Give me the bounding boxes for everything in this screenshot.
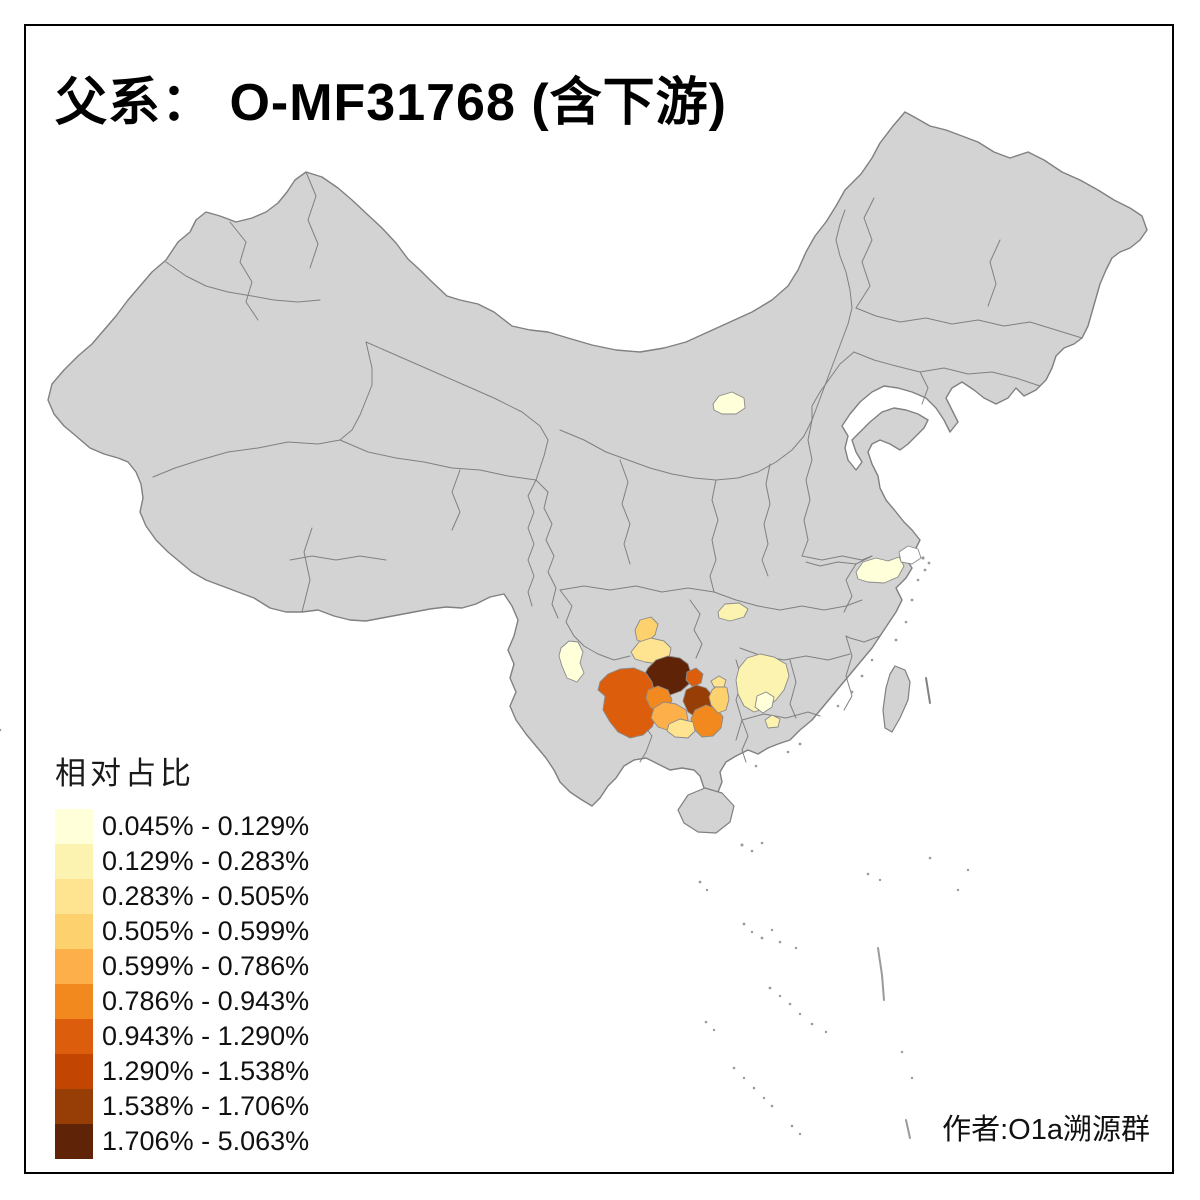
region-north-hunan-patch [717, 602, 749, 622]
region-northeast-of-darkest [685, 667, 704, 688]
legend-label: 0.045% - 0.129% [102, 811, 310, 841]
region-south-hunan-lobe [754, 691, 775, 714]
legend-label: 0.283% - 0.505% [102, 881, 310, 911]
legend-row-8: 1.290% - 1.538% [55, 1054, 309, 1089]
legend-swatch [55, 1089, 93, 1124]
legend-label: 1.538% - 1.706% [102, 1091, 310, 1121]
region-west-yunnan-patch [558, 640, 585, 683]
legend-label: 1.290% - 1.538% [102, 1056, 310, 1086]
legend-swatch [55, 914, 93, 949]
legend-row-9: 1.538% - 1.706% [55, 1089, 309, 1124]
legend: 相对占比 0.045% - 0.129% 0.129% - 0.283% 0.283… [55, 748, 309, 1159]
legend-row-5: 0.599% - 0.786% [55, 949, 309, 984]
region-shanxi-patch [712, 391, 746, 415]
legend-label: 0.599% - 0.786% [102, 951, 310, 981]
attribution: 作者:O1a溯源群 [942, 1114, 1150, 1146]
legend-swatch [55, 984, 93, 1019]
legend-rows: 0.045% - 0.129% 0.129% - 0.283% 0.283% - 0… [55, 809, 309, 1159]
page-title: 父系： O-MF31768 (含下游) [55, 74, 727, 132]
legend-swatch [55, 879, 93, 914]
hainan-island [677, 787, 735, 834]
taiwan-island [882, 665, 911, 733]
legend-row-2: 0.129% - 0.283% [55, 844, 309, 879]
legend-row-3: 0.283% - 0.505% [55, 879, 309, 914]
region-shanghai-suzhou-patch [898, 545, 922, 565]
legend-label: 0.505% - 0.599% [102, 916, 310, 946]
region-bijie-zunyi-patch [630, 637, 672, 665]
region-south-sichuan-patch [634, 616, 659, 644]
legend-label: 0.129% - 0.283% [102, 846, 310, 876]
sea-islets [0, 556, 970, 1139]
legend-label: 0.943% - 1.290% [102, 1021, 310, 1051]
east-taiwan-sliver [925, 677, 931, 704]
region-south-hunan-big [735, 653, 790, 713]
legend-label: 1.706% - 5.063% [102, 1126, 310, 1156]
province-borders [152, 171, 1083, 763]
region-north-zhejiang-patch [855, 556, 905, 584]
islands [677, 665, 931, 834]
legend-swatch [55, 809, 93, 844]
region-south-light-patch [666, 718, 696, 739]
legend-row-10: 1.706% - 5.063% [55, 1124, 309, 1159]
legend-row-4: 0.505% - 0.599% [55, 914, 309, 949]
region-north-guangdong-spot [764, 714, 781, 729]
legend-swatch [55, 1054, 93, 1089]
legend-swatch [55, 1019, 93, 1054]
legend-swatch [55, 949, 93, 984]
legend-row-6: 0.786% - 0.943% [55, 984, 309, 1019]
legend-swatch [55, 844, 93, 879]
highlighted-regions [558, 391, 922, 739]
china-mainland-outline [47, 111, 1148, 807]
legend-swatch [55, 1124, 93, 1159]
region-east-strip-top [710, 675, 727, 688]
legend-row-7: 0.943% - 1.290% [55, 1019, 309, 1054]
legend-row-1: 0.045% - 0.129% [55, 809, 309, 844]
legend-label: 0.786% - 0.943% [102, 986, 310, 1016]
legend-title: 相对占比 [55, 756, 195, 791]
